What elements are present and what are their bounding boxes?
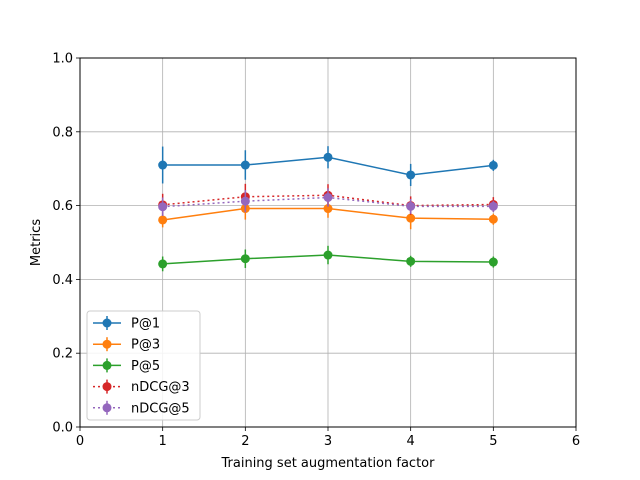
data-point	[240, 196, 250, 206]
data-point	[488, 160, 498, 170]
legend-label: nDCG@5	[131, 401, 190, 416]
data-point	[158, 259, 168, 269]
legend-box	[86, 310, 201, 421]
data-point	[323, 250, 333, 260]
y-tick-label: 0.0	[52, 421, 73, 436]
y-tick-label: 1.0	[52, 52, 73, 67]
data-point	[488, 214, 498, 224]
data-point	[406, 213, 416, 223]
x-tick-label: 6	[572, 434, 580, 449]
legend-entry: P@3	[93, 337, 160, 353]
axis-ticks: 0 1 2 3 4 5 6 0.0 0.2 0.4 0.6 0.8 1.0	[52, 52, 580, 450]
x-tick-label: 2	[241, 434, 249, 449]
legend-marker	[102, 403, 112, 413]
x-tick-label: 3	[324, 434, 332, 449]
data-point	[158, 202, 168, 212]
legend-marker	[102, 339, 112, 349]
data-point	[323, 192, 333, 202]
data-point	[240, 254, 250, 264]
legend-label: nDCG@3	[131, 380, 190, 395]
data-point	[240, 160, 250, 170]
y-axis-label: Metrics	[29, 219, 44, 266]
x-tick-label: 1	[159, 434, 167, 449]
data-point	[406, 256, 416, 266]
y-tick-label: 0.8	[52, 125, 73, 140]
legend-entry: nDCG@3	[93, 379, 190, 395]
series-ndcg-5	[158, 188, 498, 216]
legend: P@1 P@3 P@5 nDCG@3 nDCG@5	[86, 310, 201, 421]
data-point	[488, 201, 498, 211]
series-p-1	[158, 146, 498, 187]
data-point	[488, 257, 498, 267]
data-point	[158, 215, 168, 225]
legend-label: P@5	[131, 359, 160, 374]
y-tick-label: 0.6	[52, 199, 73, 214]
legend-marker	[102, 382, 112, 392]
data-point	[406, 170, 416, 180]
data-point	[406, 201, 416, 211]
series-layer	[158, 146, 498, 272]
x-axis-label: Training set augmentation factor	[221, 456, 436, 471]
y-tick-label: 0.4	[52, 273, 73, 288]
x-tick-label: 0	[76, 434, 84, 449]
legend-entry: P@5	[93, 358, 160, 374]
legend-marker	[102, 318, 112, 328]
legend-label: P@3	[131, 338, 160, 353]
data-point	[158, 160, 168, 170]
x-tick-label: 4	[407, 434, 415, 449]
series-p-5	[158, 245, 498, 272]
legend-entry: nDCG@5	[93, 400, 190, 416]
x-tick-label: 5	[489, 434, 497, 449]
legend-entry: P@1	[93, 316, 160, 332]
legend-label: P@1	[131, 317, 160, 332]
legend-marker	[102, 360, 112, 370]
y-tick-label: 0.2	[52, 347, 73, 362]
data-point	[323, 152, 333, 162]
data-point	[323, 204, 333, 214]
